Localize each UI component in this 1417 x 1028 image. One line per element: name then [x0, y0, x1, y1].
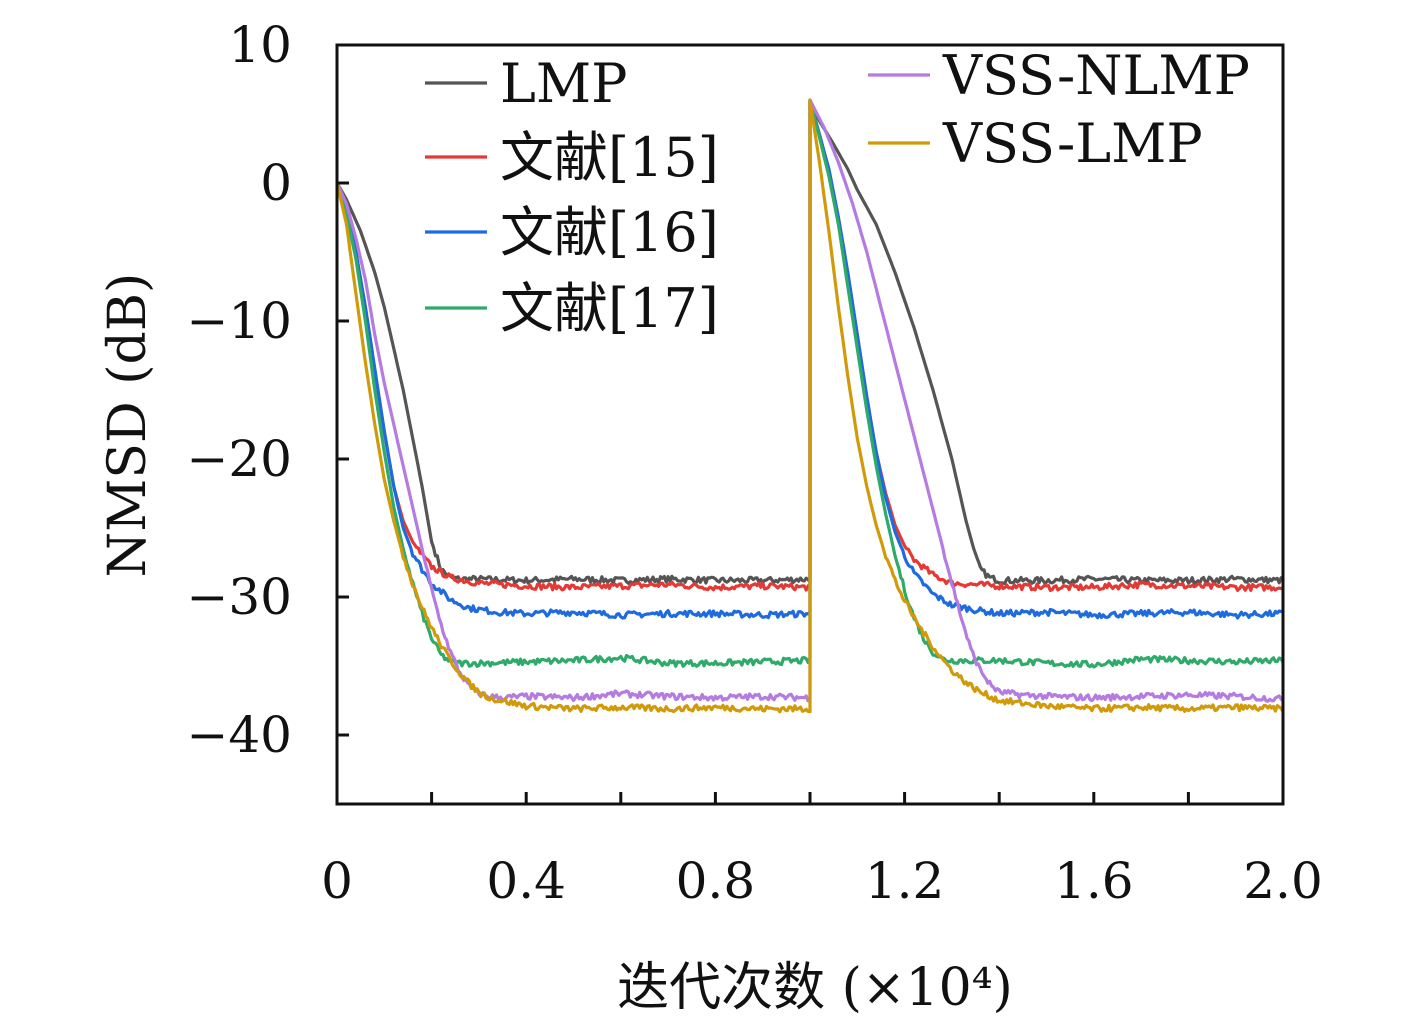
legend-label: 文献[16] — [500, 201, 719, 264]
series-line-6 — [335, 98, 1285, 714]
x-tick-label: 0.4 — [486, 852, 566, 910]
y-tick-label: −40 — [186, 706, 292, 764]
x-tick-label: 2.0 — [1243, 852, 1323, 910]
y-axis-label: NMSD (dB) — [98, 273, 158, 578]
y-tick-label: −30 — [186, 568, 292, 626]
x-tick-label: 0.8 — [676, 852, 756, 910]
y-tick-label: −20 — [186, 430, 292, 488]
legend-label: 文献[17] — [500, 277, 719, 340]
x-tick-label: 1.6 — [1054, 852, 1134, 910]
series-line-5 — [335, 98, 1285, 703]
legend-label: LMP — [500, 52, 628, 115]
y-axis-ticks: 10 0 −10 −20 −30 −40 — [186, 16, 349, 764]
legend-label: VSS-LMP — [942, 112, 1203, 175]
y-tick-label: 10 — [228, 16, 292, 74]
x-axis-label: 迭代次数 (×10⁴) — [617, 958, 1013, 1018]
x-tick-label: 1.2 — [865, 852, 945, 910]
y-tick-label: 0 — [260, 154, 292, 212]
plot-series-layer — [335, 98, 1285, 714]
y-tick-label: −10 — [186, 292, 292, 350]
legend-label: VSS-NLMP — [942, 44, 1250, 107]
legend-label: 文献[15] — [500, 126, 719, 189]
x-tick-label: 0 — [321, 852, 353, 910]
x-axis-ticks: 0 0.4 0.8 1.2 1.6 2.0 — [321, 792, 1323, 910]
